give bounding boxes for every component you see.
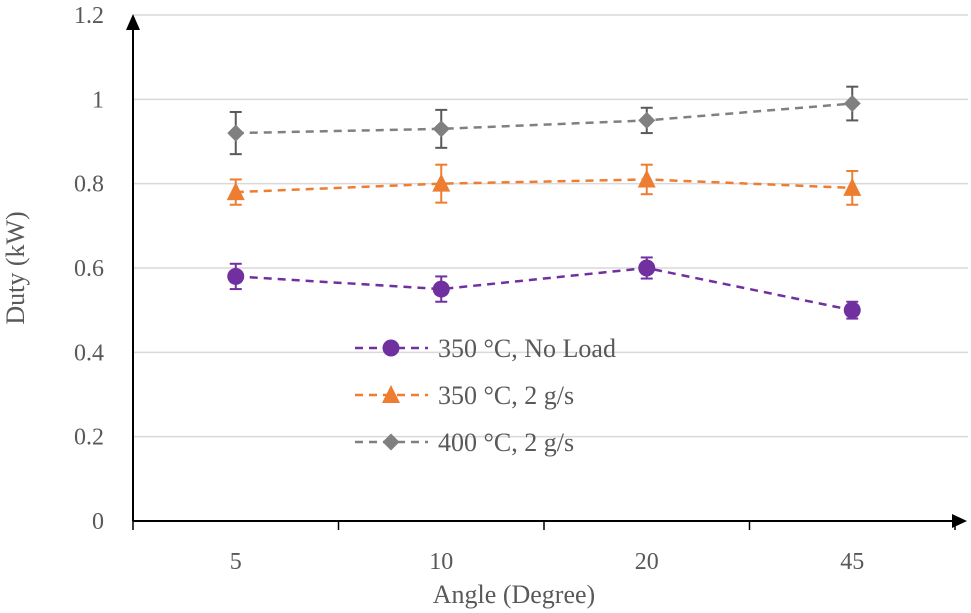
legend-label: 400 °C, 2 g/s [438, 428, 574, 457]
legend-label: 350 °C, 2 g/s [438, 381, 574, 410]
series-line [235, 178, 853, 194]
data-point [638, 259, 656, 277]
x-tick-label: 45 [840, 549, 864, 575]
x-tick-label: 5 [230, 549, 242, 575]
axes [126, 14, 967, 530]
legend-marker [382, 385, 400, 403]
data-point [227, 267, 245, 285]
x-tick-label: 10 [429, 549, 453, 575]
y-tick-label: 0.8 [74, 172, 104, 198]
data-point [637, 169, 656, 188]
data-point [843, 95, 861, 113]
y-tick-labels: 0 0.2 0.4 0.6 0.8 1 1.2 [74, 3, 104, 535]
data-point [432, 280, 450, 298]
series-3 [227, 85, 861, 156]
gridlines [133, 14, 968, 438]
y-tick-label: 0 [92, 509, 104, 535]
x-axis-title: Angle (Degree) [433, 580, 595, 609]
y-tick-label: 0.4 [74, 340, 104, 366]
series-1 [227, 256, 861, 320]
data-point [638, 111, 656, 129]
data-point [226, 182, 245, 201]
legend-marker [382, 433, 400, 451]
series-line [235, 266, 853, 312]
y-tick-label: 0.2 [74, 425, 104, 451]
data-point [843, 177, 862, 196]
y-axis-arrowhead [126, 14, 140, 30]
y-axis-title: Duty (kW) [1, 211, 30, 324]
legend: 350 °C, No Load 350 °C, 2 g/s 400 °C, 2 g/… [355, 334, 616, 457]
series [226, 85, 862, 320]
legend-item-1: 350 °C, No Load [355, 334, 616, 363]
y-tick-label: 0.6 [74, 256, 104, 282]
data-point [432, 120, 450, 138]
data-point [227, 124, 245, 142]
data-point [843, 301, 861, 319]
series-2 [226, 163, 862, 206]
data-point [432, 173, 451, 192]
series-line [235, 102, 853, 135]
y-tick-label: 1 [92, 87, 104, 113]
x-tick-labels: 5 10 20 45 [230, 549, 865, 575]
y-tick-label: 1.2 [74, 3, 104, 29]
legend-item-3: 400 °C, 2 g/s [355, 428, 574, 457]
x-tick-label: 20 [635, 549, 659, 575]
legend-marker [382, 339, 400, 357]
legend-item-2: 350 °C, 2 g/s [355, 381, 574, 410]
legend-label: 350 °C, No Load [438, 334, 616, 363]
